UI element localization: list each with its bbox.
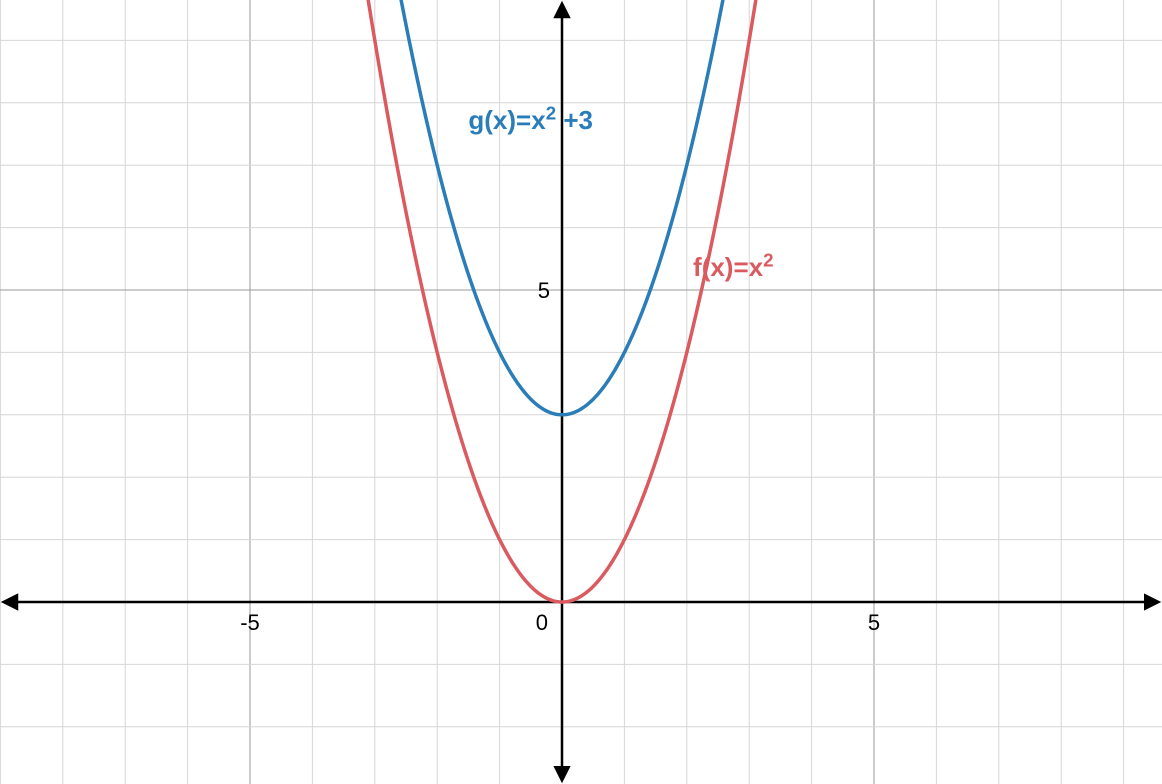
- x-tick-label: 5: [868, 610, 880, 635]
- series-label-f: f(x)=x2: [693, 252, 773, 283]
- x-tick-label: -5: [240, 610, 260, 635]
- x-tick-label: 0: [536, 610, 548, 635]
- y-tick-label: 5: [538, 278, 550, 303]
- series-label-g: g(x)=x2 +3: [468, 105, 593, 136]
- chart-container: -5 0 5 5 g(x)=x2 +3 f(x)=x2: [0, 0, 1162, 784]
